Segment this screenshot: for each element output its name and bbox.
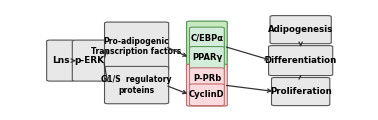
Text: G1/S  regulatory
proteins: G1/S regulatory proteins — [101, 75, 172, 95]
FancyBboxPatch shape — [270, 16, 331, 44]
Text: Lns: Lns — [52, 56, 70, 65]
FancyBboxPatch shape — [72, 40, 107, 81]
FancyBboxPatch shape — [46, 40, 75, 81]
FancyBboxPatch shape — [189, 68, 224, 89]
FancyBboxPatch shape — [189, 47, 224, 69]
FancyBboxPatch shape — [187, 64, 227, 106]
FancyBboxPatch shape — [105, 66, 169, 104]
Text: Proliferation: Proliferation — [270, 87, 332, 96]
FancyBboxPatch shape — [271, 78, 330, 106]
Text: Adipogenesis: Adipogenesis — [268, 25, 333, 34]
Text: PPARγ: PPARγ — [192, 53, 222, 62]
FancyBboxPatch shape — [105, 22, 169, 70]
Text: CyclinD: CyclinD — [189, 90, 225, 99]
FancyBboxPatch shape — [269, 46, 333, 76]
Text: P-PRb: P-PRb — [193, 74, 221, 83]
FancyBboxPatch shape — [189, 27, 224, 50]
FancyBboxPatch shape — [189, 84, 224, 106]
Text: Differentiation: Differentiation — [265, 56, 337, 65]
FancyBboxPatch shape — [187, 21, 227, 71]
Text: C/EBPα: C/EBPα — [191, 34, 223, 43]
Text: Pro-adipogenic
Transcription factors: Pro-adipogenic Transcription factors — [91, 37, 182, 56]
Text: p-ERK: p-ERK — [75, 56, 105, 65]
